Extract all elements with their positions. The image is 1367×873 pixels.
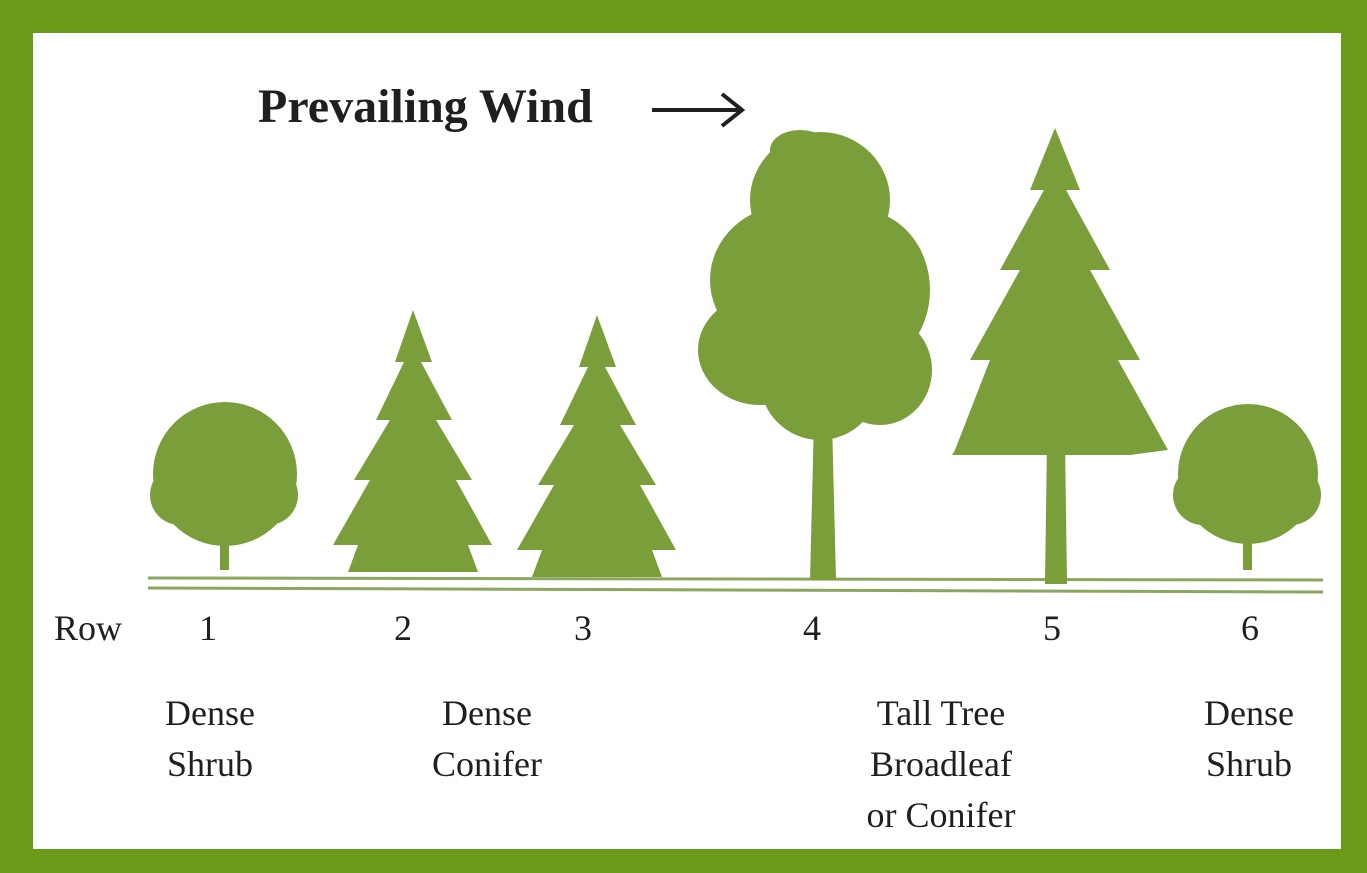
description-line: Tall Tree: [877, 693, 1005, 733]
row-number: 6: [1241, 608, 1259, 648]
description-line: Broadleaf: [870, 744, 1012, 784]
description-line: Shrub: [1206, 744, 1292, 784]
row-number: 1: [199, 608, 217, 648]
row-number: 4: [803, 608, 821, 648]
page: { "title": "Prevailing Wind", "row_label…: [0, 0, 1367, 873]
description-line: Dense: [442, 693, 532, 733]
title: Prevailing Wind: [258, 80, 593, 133]
description-line: Dense: [165, 693, 255, 733]
row-number: 5: [1043, 608, 1061, 648]
row-label: Row: [54, 608, 122, 648]
row-number: 3: [574, 608, 592, 648]
diagram: Prevailing Wind: [0, 0, 1367, 873]
row-number: 2: [394, 608, 412, 648]
description-line: Shrub: [167, 744, 253, 784]
description-line: Dense: [1204, 693, 1294, 733]
description-line: Conifer: [432, 744, 542, 784]
description-line: or Conifer: [867, 795, 1016, 835]
